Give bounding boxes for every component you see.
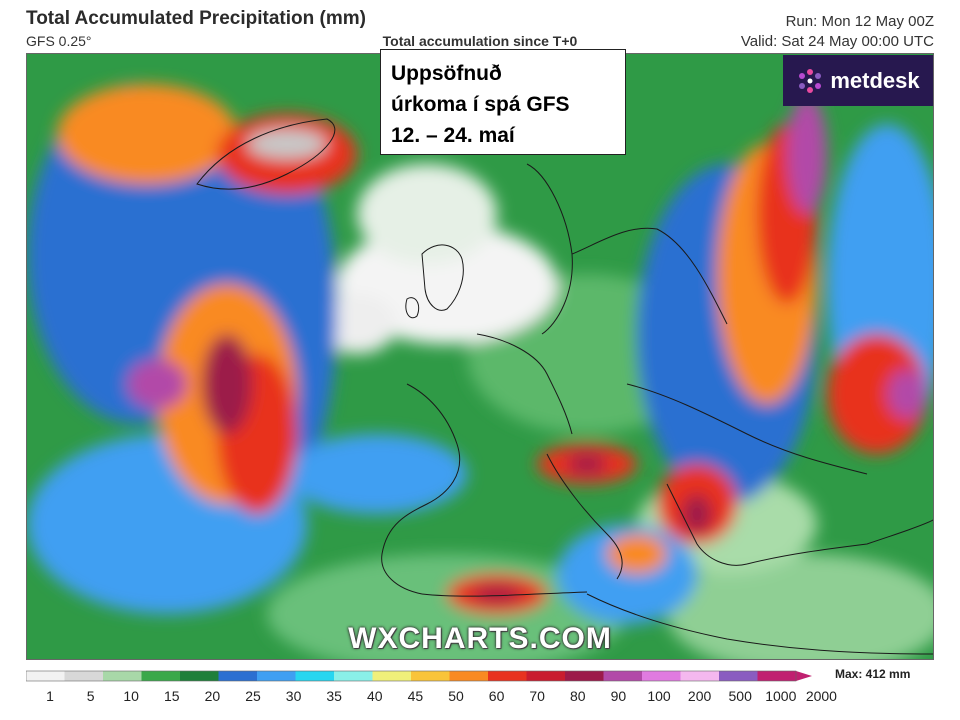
- scale-swatch: [719, 671, 758, 681]
- scale-tick-label: 90: [610, 688, 627, 704]
- caption-line-2: úrkoma í spá GFS: [391, 93, 570, 116]
- chart-subtitle: Total accumulation since T+0: [382, 33, 578, 49]
- scale-swatch: [526, 671, 566, 681]
- scale-swatch: [680, 671, 720, 681]
- scale-tick-label: 45: [407, 688, 424, 704]
- scale-swatch: [488, 671, 527, 681]
- scale-tick-label: 80: [570, 688, 586, 704]
- scale-tick-label: 70: [529, 688, 545, 704]
- scale-tick-label: 1: [46, 688, 54, 704]
- caption-line-3: 12. – 24. maí: [391, 124, 515, 147]
- scale-tick-label: 60: [488, 688, 505, 704]
- scale-swatch: [603, 671, 643, 681]
- scale-swatch: [411, 671, 450, 681]
- scale-swatch: [372, 671, 412, 681]
- scale-swatch: [103, 671, 142, 681]
- scale-swatch: [334, 671, 373, 681]
- metdesk-logo: metdesk: [783, 55, 933, 106]
- scale-tick-label: 15: [164, 688, 180, 704]
- scale-tick-label: 100: [647, 688, 671, 704]
- scale-swatch: [257, 671, 296, 681]
- scale-swatch: [757, 671, 797, 681]
- scale-swatch: [218, 671, 258, 681]
- run-label: Run: Mon 12 May 00Z: [785, 13, 934, 30]
- scale-swatch: [449, 671, 489, 681]
- color-scale-labels: 1 5 10 15 20 25 30 35 40 45 50 60 70 80 90 100 200 500 100…: [0, 688, 960, 708]
- scale-tick-label: 10: [123, 688, 139, 704]
- scale-swatch: [141, 671, 181, 681]
- scale-swatch: [180, 671, 219, 681]
- scale-tick-label: 500: [728, 688, 752, 704]
- caption-box: Uppsöfnuð úrkoma í spá GFS 12. – 24. maí: [380, 49, 626, 155]
- valid-label: Valid: Sat 24 May 00:00 UTC: [740, 33, 934, 50]
- scale-swatch: [642, 671, 681, 681]
- model-label: GFS 0.25°: [26, 33, 92, 49]
- max-label: Max: 412 mm: [835, 667, 911, 681]
- scale-tick-label: 1000: [765, 688, 797, 704]
- metdesk-flower-icon: [799, 68, 822, 93]
- chart-title: Total Accumulated Precipitation (mm): [26, 8, 366, 29]
- logo-text: metdesk: [830, 67, 920, 93]
- scale-tick-label: 5: [86, 688, 95, 704]
- scale-tick-label: 40: [367, 688, 383, 704]
- wxcharts-watermark: WXCHARTS.COM: [348, 622, 612, 655]
- scale-tick-label: 50: [448, 688, 464, 704]
- color-scale-bar: [26, 670, 812, 682]
- scale-tick-label: 25: [245, 688, 261, 704]
- scale-swatch: [64, 671, 104, 681]
- scale-tick-label: 30: [285, 688, 302, 704]
- precipitation-field: [27, 54, 933, 659]
- scale-swatch: [565, 671, 604, 681]
- scale-swatch: [295, 671, 335, 681]
- caption-line-1: Uppsöfnuð: [391, 62, 502, 85]
- scale-tick-label: 2000: [805, 688, 837, 704]
- scale-tick-label: 200: [687, 688, 712, 704]
- scale-tick-label: 20: [204, 688, 221, 704]
- scale-swatch: [26, 671, 65, 681]
- scale-tick-label: 35: [326, 688, 342, 704]
- scale-overflow-arrow: [796, 671, 812, 681]
